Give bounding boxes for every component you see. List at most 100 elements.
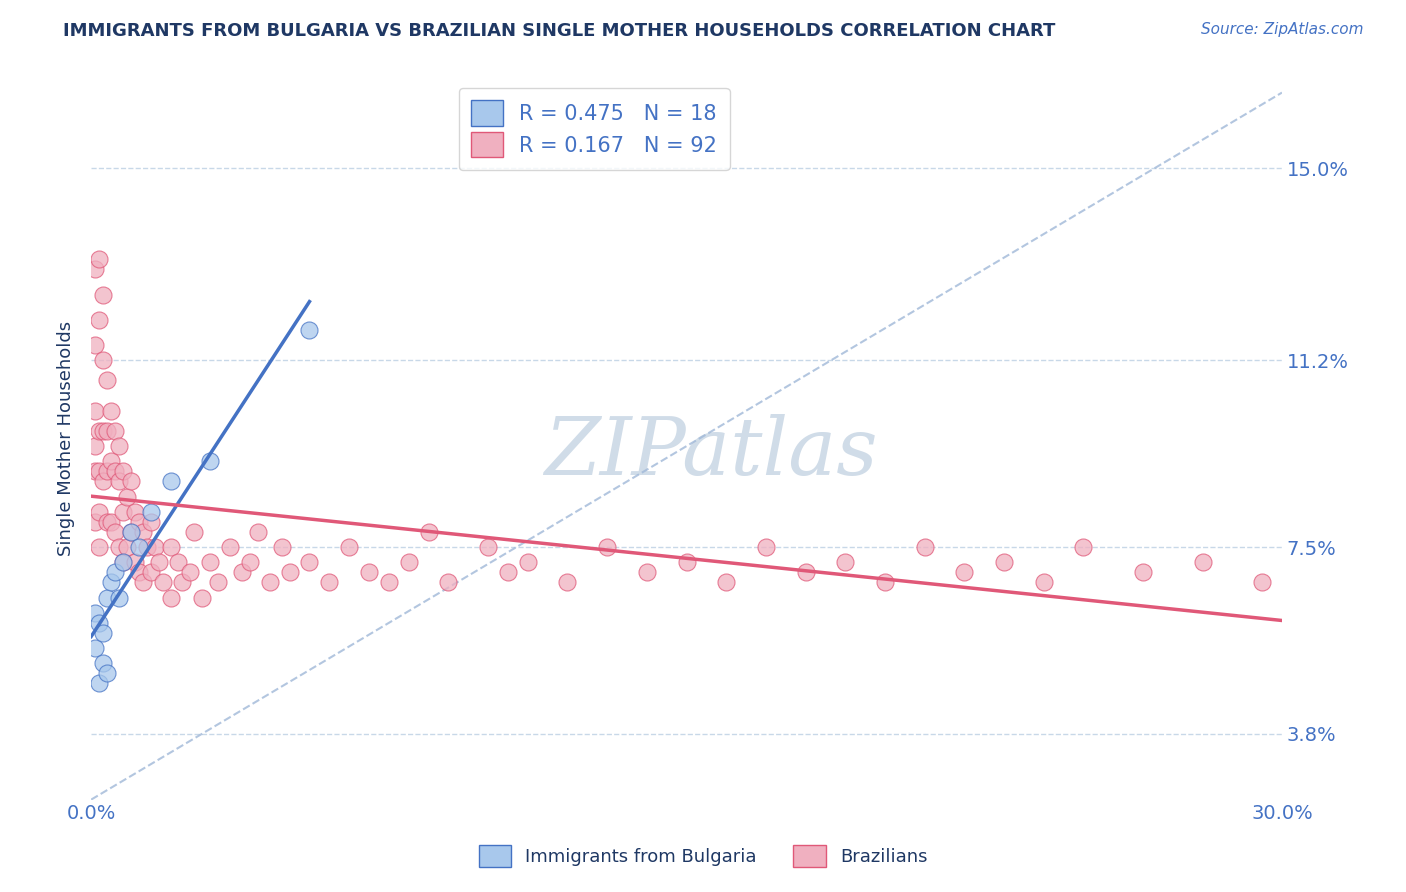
Point bbox=[108, 540, 131, 554]
Point bbox=[111, 464, 134, 478]
Point bbox=[115, 490, 138, 504]
Point bbox=[111, 555, 134, 569]
Point bbox=[418, 524, 440, 539]
Point bbox=[120, 524, 142, 539]
Point bbox=[120, 475, 142, 489]
Point bbox=[200, 454, 222, 468]
Point bbox=[496, 566, 519, 580]
Point bbox=[207, 575, 229, 590]
Point bbox=[87, 252, 110, 267]
Point bbox=[231, 566, 253, 580]
Legend: Immigrants from Bulgaria, Brazilians: Immigrants from Bulgaria, Brazilians bbox=[471, 838, 935, 874]
Point bbox=[84, 262, 107, 277]
Point bbox=[152, 575, 174, 590]
Point bbox=[96, 591, 118, 605]
Point bbox=[159, 475, 181, 489]
Point bbox=[675, 555, 697, 569]
Point bbox=[191, 591, 214, 605]
Point bbox=[84, 464, 107, 478]
Point bbox=[115, 540, 138, 554]
Text: ZIPatlas: ZIPatlas bbox=[544, 414, 877, 491]
Point bbox=[270, 540, 292, 554]
Point bbox=[139, 566, 162, 580]
Point bbox=[183, 524, 205, 539]
Point bbox=[148, 555, 170, 569]
Point bbox=[318, 575, 340, 590]
Point bbox=[143, 540, 166, 554]
Point bbox=[100, 515, 122, 529]
Point bbox=[124, 505, 146, 519]
Point bbox=[636, 566, 658, 580]
Point bbox=[172, 575, 194, 590]
Point bbox=[914, 540, 936, 554]
Point bbox=[91, 657, 114, 671]
Point bbox=[108, 475, 131, 489]
Point bbox=[298, 555, 321, 569]
Point bbox=[596, 540, 619, 554]
Point bbox=[298, 323, 321, 337]
Point bbox=[87, 676, 110, 690]
Point bbox=[111, 555, 134, 569]
Point bbox=[716, 575, 738, 590]
Point bbox=[96, 666, 118, 681]
Point bbox=[132, 575, 155, 590]
Point bbox=[111, 505, 134, 519]
Text: IMMIGRANTS FROM BULGARIA VS BRAZILIAN SINGLE MOTHER HOUSEHOLDS CORRELATION CHART: IMMIGRANTS FROM BULGARIA VS BRAZILIAN SI… bbox=[63, 22, 1056, 40]
Point bbox=[84, 403, 107, 417]
Point bbox=[219, 540, 242, 554]
Point bbox=[139, 515, 162, 529]
Text: Source: ZipAtlas.com: Source: ZipAtlas.com bbox=[1201, 22, 1364, 37]
Point bbox=[1132, 566, 1154, 580]
Point bbox=[953, 566, 976, 580]
Point bbox=[91, 626, 114, 640]
Point bbox=[755, 540, 778, 554]
Point bbox=[477, 540, 499, 554]
Point bbox=[337, 540, 360, 554]
Point bbox=[87, 615, 110, 630]
Point bbox=[100, 403, 122, 417]
Point bbox=[124, 555, 146, 569]
Point bbox=[259, 575, 281, 590]
Y-axis label: Single Mother Households: Single Mother Households bbox=[58, 321, 75, 556]
Point bbox=[100, 454, 122, 468]
Point bbox=[96, 424, 118, 438]
Point bbox=[84, 606, 107, 620]
Point bbox=[437, 575, 460, 590]
Point bbox=[794, 566, 817, 580]
Point bbox=[96, 464, 118, 478]
Point bbox=[100, 575, 122, 590]
Point bbox=[135, 540, 157, 554]
Point bbox=[278, 566, 301, 580]
Point bbox=[873, 575, 896, 590]
Legend: R = 0.475   N = 18, R = 0.167   N = 92: R = 0.475 N = 18, R = 0.167 N = 92 bbox=[458, 87, 730, 170]
Point bbox=[104, 424, 127, 438]
Point bbox=[87, 424, 110, 438]
Point bbox=[91, 287, 114, 301]
Point bbox=[246, 524, 269, 539]
Point bbox=[159, 540, 181, 554]
Point bbox=[834, 555, 856, 569]
Point bbox=[132, 524, 155, 539]
Point bbox=[378, 575, 401, 590]
Point bbox=[84, 641, 107, 656]
Point bbox=[1032, 575, 1054, 590]
Point bbox=[87, 313, 110, 327]
Point bbox=[167, 555, 190, 569]
Point bbox=[516, 555, 538, 569]
Point bbox=[1073, 540, 1095, 554]
Point bbox=[993, 555, 1015, 569]
Point bbox=[1191, 555, 1213, 569]
Point bbox=[84, 338, 107, 352]
Point bbox=[104, 524, 127, 539]
Point bbox=[87, 464, 110, 478]
Point bbox=[104, 464, 127, 478]
Point bbox=[179, 566, 201, 580]
Point bbox=[87, 505, 110, 519]
Point bbox=[159, 591, 181, 605]
Point bbox=[1251, 575, 1274, 590]
Point bbox=[104, 566, 127, 580]
Point bbox=[91, 475, 114, 489]
Point bbox=[120, 524, 142, 539]
Point bbox=[84, 439, 107, 453]
Point bbox=[398, 555, 420, 569]
